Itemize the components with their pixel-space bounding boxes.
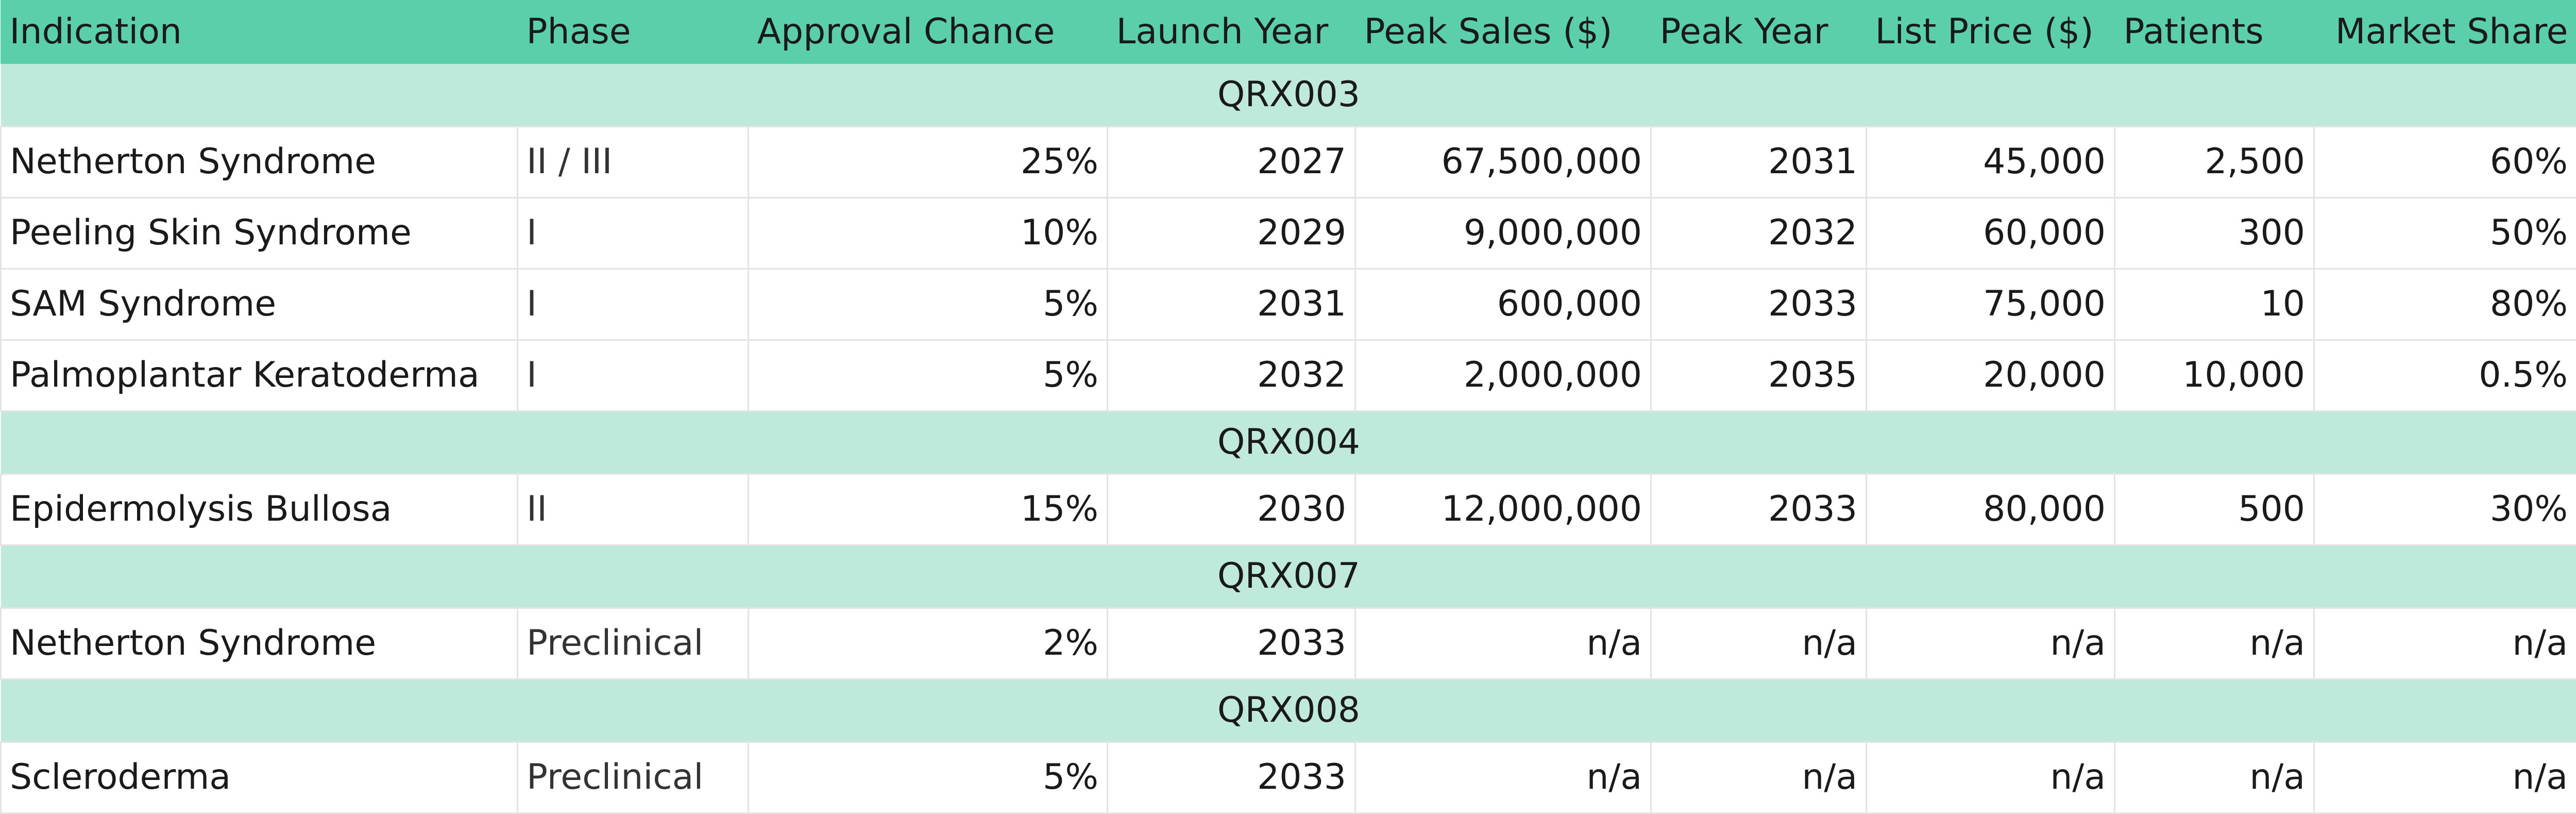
cell-launch-year[interactable]: 2033 (1108, 742, 1355, 813)
cell-market-share[interactable]: n/a (2314, 742, 2576, 813)
cell-market-share[interactable]: 30% (2314, 474, 2576, 545)
cell-peak-year[interactable]: 2033 (1651, 269, 1867, 340)
cell-launch-year[interactable]: 2030 (1108, 474, 1355, 545)
group-label[interactable]: QRX007 (1, 545, 2576, 608)
header-indication[interactable]: Indication (1, 1, 518, 63)
cell-peak-sales[interactable]: n/a (1355, 608, 1651, 679)
cell-launch-year[interactable]: 2029 (1108, 197, 1355, 269)
cell-approval-chance[interactable]: 25% (749, 126, 1108, 197)
cell-indication[interactable]: Epidermolysis Bullosa (1, 474, 518, 545)
cell-phase[interactable]: II / III (518, 126, 749, 197)
cell-approval-chance[interactable]: 5% (749, 269, 1108, 340)
cell-approval-chance[interactable]: 5% (749, 742, 1108, 813)
cell-phase[interactable]: Preclinical (518, 742, 749, 813)
cell-patients[interactable]: 300 (2115, 197, 2314, 269)
cell-peak-year[interactable]: n/a (1651, 742, 1867, 813)
cell-list-price[interactable]: 80,000 (1867, 474, 2115, 545)
header-launch-year[interactable]: Launch Year (1108, 1, 1355, 63)
cell-indication[interactable]: Scleroderma (1, 742, 518, 813)
cell-peak-year[interactable]: 2032 (1651, 197, 1867, 269)
header-row: Indication Phase Approval Chance Launch … (1, 1, 2576, 63)
header-list-price[interactable]: List Price ($) (1867, 1, 2115, 63)
cell-peak-sales[interactable]: 67,500,000 (1355, 126, 1651, 197)
cell-patients[interactable]: 500 (2115, 474, 2314, 545)
cell-indication[interactable]: SAM Syndrome (1, 269, 518, 340)
header-phase[interactable]: Phase (518, 1, 749, 63)
table-row: Scleroderma Preclinical 5% 2033 n/a n/a … (1, 742, 2576, 813)
cell-patients[interactable]: 2,500 (2115, 126, 2314, 197)
table-row: SAM Syndrome I 5% 2031 600,000 2033 75,0… (1, 269, 2576, 340)
header-peak-sales[interactable]: Peak Sales ($) (1355, 1, 1651, 63)
cell-launch-year[interactable]: 2033 (1108, 608, 1355, 679)
cell-launch-year[interactable]: 2031 (1108, 269, 1355, 340)
cell-phase[interactable]: II (518, 474, 749, 545)
header-peak-year[interactable]: Peak Year (1651, 1, 1867, 63)
cell-indication[interactable]: Netherton Syndrome (1, 126, 518, 197)
cell-indication[interactable]: Palmoplantar Keratoderma (1, 340, 518, 411)
cell-list-price[interactable]: 60,000 (1867, 197, 2115, 269)
cell-peak-year[interactable]: 2033 (1651, 474, 1867, 545)
cell-list-price[interactable]: n/a (1867, 608, 2115, 679)
cell-peak-sales[interactable]: 12,000,000 (1355, 474, 1651, 545)
cell-market-share[interactable]: 50% (2314, 197, 2576, 269)
cell-peak-sales[interactable]: 2,000,000 (1355, 340, 1651, 411)
group-row-qrx007: QRX007 (1, 545, 2576, 608)
cell-patients[interactable]: 10,000 (2115, 340, 2314, 411)
group-label[interactable]: QRX003 (1, 63, 2576, 126)
cell-peak-sales[interactable]: 600,000 (1355, 269, 1651, 340)
group-row-qrx004: QRX004 (1, 411, 2576, 474)
cell-list-price[interactable]: 20,000 (1867, 340, 2115, 411)
cell-phase[interactable]: I (518, 269, 749, 340)
header-patients[interactable]: Patients (2115, 1, 2314, 63)
table-row: Epidermolysis Bullosa II 15% 2030 12,000… (1, 474, 2576, 545)
group-row-qrx003: QRX003 (1, 63, 2576, 126)
cell-patients[interactable]: 10 (2115, 269, 2314, 340)
cell-patients[interactable]: n/a (2115, 742, 2314, 813)
cell-approval-chance[interactable]: 5% (749, 340, 1108, 411)
cell-indication[interactable]: Peeling Skin Syndrome (1, 197, 518, 269)
group-row-qrx008: QRX008 (1, 679, 2576, 742)
cell-approval-chance[interactable]: 2% (749, 608, 1108, 679)
cell-peak-sales[interactable]: 9,000,000 (1355, 197, 1651, 269)
cell-peak-year[interactable]: 2035 (1651, 340, 1867, 411)
cell-market-share[interactable]: 80% (2314, 269, 2576, 340)
table-row: Peeling Skin Syndrome I 10% 2029 9,000,0… (1, 197, 2576, 269)
cell-approval-chance[interactable]: 10% (749, 197, 1108, 269)
header-approval-chance[interactable]: Approval Chance (749, 1, 1108, 63)
cell-indication[interactable]: Netherton Syndrome (1, 608, 518, 679)
group-label[interactable]: QRX008 (1, 679, 2576, 742)
table-row: Palmoplantar Keratoderma I 5% 2032 2,000… (1, 340, 2576, 411)
cell-market-share[interactable]: 0.5% (2314, 340, 2576, 411)
cell-market-share[interactable]: 60% (2314, 126, 2576, 197)
cell-launch-year[interactable]: 2032 (1108, 340, 1355, 411)
cell-approval-chance[interactable]: 15% (749, 474, 1108, 545)
cell-peak-sales[interactable]: n/a (1355, 742, 1651, 813)
group-label[interactable]: QRX004 (1, 411, 2576, 474)
cell-list-price[interactable]: 45,000 (1867, 126, 2115, 197)
cell-market-share[interactable]: n/a (2314, 608, 2576, 679)
cell-peak-year[interactable]: 2031 (1651, 126, 1867, 197)
header-market-share[interactable]: Market Share (2314, 1, 2576, 63)
table-row: Netherton Syndrome Preclinical 2% 2033 n… (1, 608, 2576, 679)
cell-launch-year[interactable]: 2027 (1108, 126, 1355, 197)
cell-list-price[interactable]: n/a (1867, 742, 2115, 813)
cell-patients[interactable]: n/a (2115, 608, 2314, 679)
cell-list-price[interactable]: 75,000 (1867, 269, 2115, 340)
cell-phase[interactable]: I (518, 197, 749, 269)
cell-phase[interactable]: Preclinical (518, 608, 749, 679)
cell-phase[interactable]: I (518, 340, 749, 411)
table-row: Netherton Syndrome II / III 25% 2027 67,… (1, 126, 2576, 197)
cell-peak-year[interactable]: n/a (1651, 608, 1867, 679)
